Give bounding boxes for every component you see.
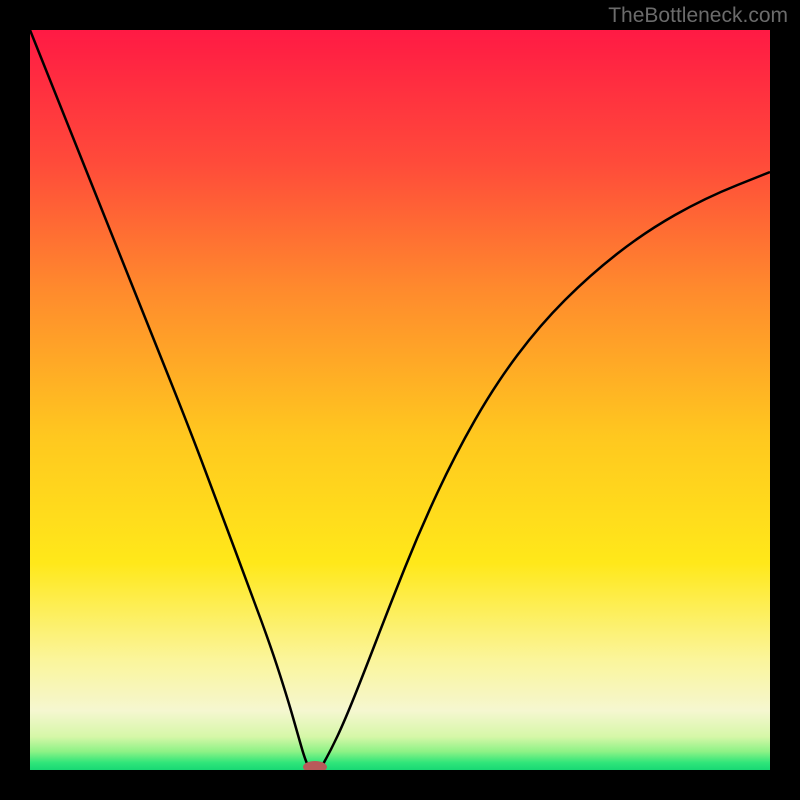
bottleneck-chart <box>30 30 770 770</box>
watermark-text: TheBottleneck.com <box>608 4 788 28</box>
chart-container <box>30 30 770 770</box>
gradient-background <box>30 30 770 770</box>
